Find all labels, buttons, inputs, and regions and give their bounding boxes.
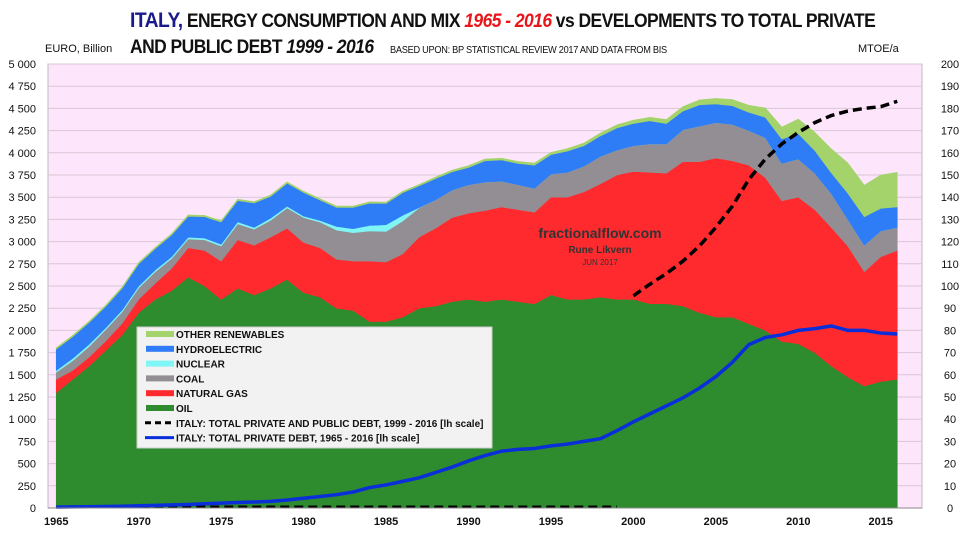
left-tick-label: 3 750 bbox=[8, 170, 36, 182]
x-tick-label: 1980 bbox=[291, 516, 315, 528]
left-tick-label: 500 bbox=[18, 459, 36, 471]
right-axis-label: MTOE/a bbox=[858, 43, 899, 55]
left-tick-label: 1 500 bbox=[8, 370, 36, 382]
legend-swatch bbox=[146, 360, 174, 367]
debt-lines bbox=[56, 99, 898, 509]
left-tick-label: 4 000 bbox=[8, 148, 36, 160]
right-tick-label: 190 bbox=[941, 81, 959, 93]
x-tick-label: 2010 bbox=[786, 516, 810, 528]
legend-label: NUCLEAR bbox=[176, 360, 226, 371]
legend-swatch bbox=[146, 331, 174, 337]
x-tick-label: 2015 bbox=[869, 516, 893, 528]
left-tick-label: 3 000 bbox=[8, 237, 36, 249]
watermark-author: Rune Likvern bbox=[568, 245, 631, 256]
legend-label: ITALY: TOTAL PRIVATE AND PUBLIC DEBT, 19… bbox=[176, 419, 483, 430]
title-years2: 1999 - 2016 bbox=[286, 37, 374, 58]
right-tick-label: 20 bbox=[944, 459, 956, 471]
right-tick-label: 150 bbox=[941, 170, 959, 182]
left-tick-label: 2 750 bbox=[8, 259, 36, 271]
legend-box bbox=[136, 326, 493, 449]
legend-swatch bbox=[146, 390, 174, 397]
private-debt-line bbox=[56, 324, 898, 509]
left-tick-label: 3 250 bbox=[8, 214, 36, 226]
legend-swatch bbox=[146, 405, 174, 411]
left-tick-label: 4 250 bbox=[8, 126, 36, 138]
left-tick-label: 1 750 bbox=[8, 348, 36, 360]
right-tick-label: 120 bbox=[941, 237, 959, 249]
left-tick-label: 250 bbox=[18, 481, 36, 493]
right-tick-label: 70 bbox=[944, 348, 956, 360]
x-tick-label: 1990 bbox=[456, 516, 480, 528]
right-tick-label: 40 bbox=[944, 414, 956, 426]
right-tick-label: 80 bbox=[944, 325, 956, 337]
title-line2: AND PUBLIC DEBT bbox=[130, 37, 287, 58]
right-tick-label: 140 bbox=[941, 192, 959, 204]
left-tick-label: 1 000 bbox=[8, 414, 36, 426]
total-debt-line bbox=[632, 99, 898, 298]
right-tick-label: 50 bbox=[944, 392, 956, 404]
area-other-renewables bbox=[55, 98, 898, 350]
legend-label: OTHER RENEWABLES bbox=[176, 330, 285, 341]
right-tick-label: 60 bbox=[944, 370, 956, 382]
left-tick-label: 2 500 bbox=[8, 281, 36, 293]
left-tick-label: 750 bbox=[18, 436, 36, 448]
legend-label: COAL bbox=[176, 374, 204, 385]
title-part1: ENERGY CONSUMPTION AND MIX bbox=[182, 11, 465, 32]
x-tick-label: 1965 bbox=[44, 516, 68, 528]
legend-swatch bbox=[146, 345, 174, 352]
x-tick-label: 2005 bbox=[704, 516, 728, 528]
right-tick-label: 0 bbox=[947, 503, 953, 515]
x-tick-label: 1995 bbox=[539, 516, 563, 528]
chart-title: ITALY, ENERGY CONSUMPTION AND MIX 1965 -… bbox=[130, 8, 876, 64]
title-part2: vs DEVELOPMENTS TO TOTAL PRIVATE bbox=[551, 11, 876, 32]
x-tick-label: 2000 bbox=[621, 516, 645, 528]
right-tick-label: 100 bbox=[941, 281, 959, 293]
left-tick-label: 2 000 bbox=[8, 325, 36, 337]
right-tick-label: 110 bbox=[941, 259, 959, 271]
legend-label: OIL bbox=[176, 404, 193, 415]
watermark-site: fractionalflow.com bbox=[538, 225, 661, 241]
left-tick-label: 2 250 bbox=[8, 303, 36, 315]
title-country: ITALY, bbox=[130, 9, 183, 32]
left-tick-label: 3 500 bbox=[8, 192, 36, 204]
right-tick-label: 10 bbox=[944, 481, 956, 493]
right-tick-label: 130 bbox=[941, 214, 959, 226]
legend-swatch bbox=[146, 375, 174, 382]
left-tick-label: 1 250 bbox=[8, 392, 36, 404]
watermark-date: JUN 2017 bbox=[582, 258, 618, 267]
right-tick-label: 90 bbox=[944, 303, 956, 315]
legend-label: NATURAL GAS bbox=[176, 389, 248, 400]
legend-label: HYDROELECTRIC bbox=[176, 345, 262, 356]
source-note: BASED UPON: BP STATISTICAL REVIEW 2017 A… bbox=[390, 45, 667, 56]
legend: OTHER RENEWABLES HYDROELECTRIC NUCLEAR COAL… bbox=[136, 326, 493, 449]
x-tick-label: 1985 bbox=[374, 516, 398, 528]
left-axis-label: EURO, Billion bbox=[45, 43, 113, 55]
right-tick-label: 180 bbox=[941, 103, 959, 115]
left-tick-label: 0 bbox=[30, 503, 36, 515]
x-tick-label: 1970 bbox=[126, 516, 150, 528]
title-years1: 1965 - 2016 bbox=[464, 11, 552, 32]
left-tick-label: 5 000 bbox=[8, 59, 36, 71]
right-tick-label: 30 bbox=[944, 436, 956, 448]
axes: 0 0 250 10 500 20 750 30 1 000 40 1 250 50 1 500 60 1 … bbox=[8, 59, 959, 528]
right-tick-label: 160 bbox=[941, 148, 959, 160]
right-tick-label: 170 bbox=[941, 126, 959, 138]
watermark: fractionalflow.com Rune Likvern JUN 2017 bbox=[538, 225, 661, 267]
left-tick-label: 4 500 bbox=[8, 103, 36, 115]
left-tick-label: 4 750 bbox=[8, 81, 36, 93]
right-tick-label: 200 bbox=[941, 59, 959, 71]
legend-label: ITALY: TOTAL PRIVATE DEBT, 1965 - 2016 [… bbox=[176, 434, 419, 445]
x-tick-label: 1975 bbox=[209, 516, 233, 528]
